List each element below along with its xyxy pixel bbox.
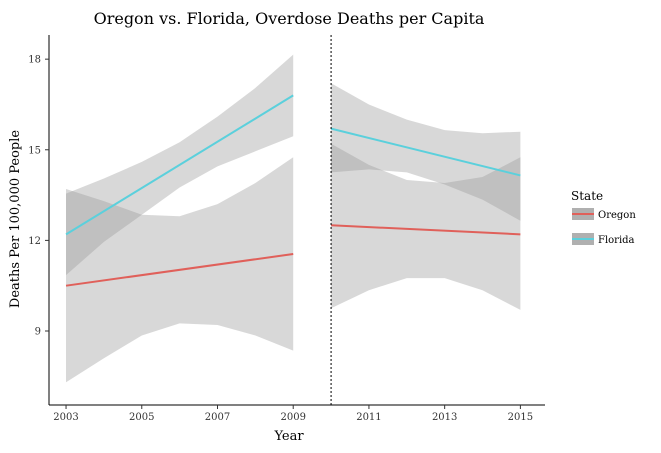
oregon-confidence-band-2 bbox=[331, 143, 521, 310]
oregon-trend-line-1 bbox=[65, 252, 294, 287]
series-lines bbox=[65, 94, 521, 287]
x-tick-label: 2005 bbox=[129, 412, 154, 423]
florida-legend-label: Florida bbox=[598, 235, 635, 246]
florida-trend-line-2 bbox=[330, 127, 521, 177]
x-tick-label: 2015 bbox=[508, 412, 533, 423]
chart-title: Oregon vs. Florida, Overdose Deaths per … bbox=[94, 9, 485, 28]
x-tick-label: 2013 bbox=[432, 412, 457, 423]
x-tick-label: 2007 bbox=[205, 412, 230, 423]
x-axis-label: Year bbox=[273, 429, 304, 444]
y-tick-label: 9 bbox=[35, 327, 41, 338]
legend-title: State bbox=[571, 189, 603, 203]
y-tick-label: 12 bbox=[28, 236, 41, 247]
x-tick-label: 2003 bbox=[53, 412, 78, 423]
x-tick-label: 2011 bbox=[356, 412, 381, 423]
x-axis-ticks: 2003 2005 2007 2009 2011 2013 2015 bbox=[53, 405, 533, 423]
confidence-bands bbox=[66, 54, 521, 383]
oregon-trend-line-2 bbox=[331, 224, 521, 236]
y-axis-ticks: 9 12 15 18 bbox=[28, 55, 49, 338]
x-tick-label: 2009 bbox=[280, 412, 305, 423]
y-tick-label: 18 bbox=[28, 55, 41, 66]
florida-trend-line-1 bbox=[65, 94, 294, 236]
legend: State Oregon Florida bbox=[571, 189, 636, 246]
y-axis-label: Deaths Per 100,000 People bbox=[8, 130, 23, 309]
y-tick-label: 15 bbox=[28, 145, 41, 156]
oregon-legend-label: Oregon bbox=[598, 210, 636, 221]
